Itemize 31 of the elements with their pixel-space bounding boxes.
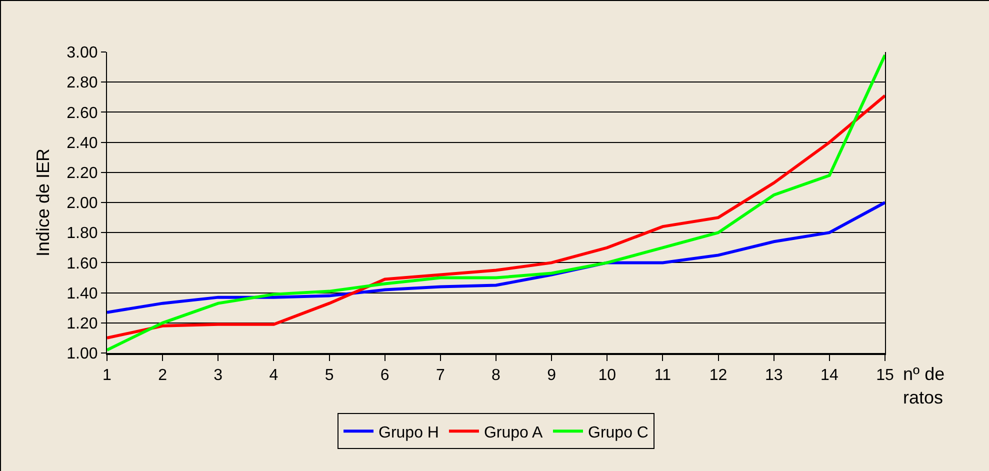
legend-label: Grupo C: [588, 424, 648, 442]
y-tick-label: 2.20: [66, 165, 98, 182]
legend-label: Grupo A: [484, 424, 543, 442]
y-tick-label: 1.20: [66, 316, 98, 332]
x-tick-label: 5: [324, 367, 334, 384]
x-axis-title: nº de ratos: [903, 364, 945, 408]
y-tick-label: 1.80: [66, 225, 98, 242]
x-tick-label: 15: [876, 367, 894, 384]
y-axis-title: Indice de IER: [32, 148, 53, 257]
x-tick-label: 3: [214, 367, 223, 384]
y-tick-label: 1.00: [66, 346, 98, 363]
x-tick-label: 7: [436, 367, 445, 384]
x-tick-label: 8: [492, 367, 501, 384]
x-tick-label: 6: [380, 367, 390, 384]
y-tick-label: 3.00: [66, 44, 98, 62]
x-tick-label: 11: [654, 367, 672, 384]
y-tick-label: 2.60: [66, 104, 98, 122]
x-tick-label: 12: [709, 367, 728, 384]
x-tick-label: 13: [764, 367, 783, 384]
y-tick-label: 2.40: [66, 134, 98, 152]
y-tick-label: 2.00: [66, 195, 98, 212]
y-tick-label: 1.40: [66, 285, 98, 302]
y-tick-label: 2.80: [66, 74, 98, 92]
x-tick-label: 9: [547, 367, 556, 384]
x-tick-label: 4: [269, 367, 278, 384]
legend-label: Grupo H: [378, 424, 439, 442]
x-tick-label: 10: [598, 367, 616, 384]
y-tick-label: 1.60: [66, 255, 98, 272]
x-tick-label: 2: [158, 367, 168, 384]
x-tick-label: 14: [820, 367, 838, 384]
x-tick-label: 1: [102, 367, 112, 384]
